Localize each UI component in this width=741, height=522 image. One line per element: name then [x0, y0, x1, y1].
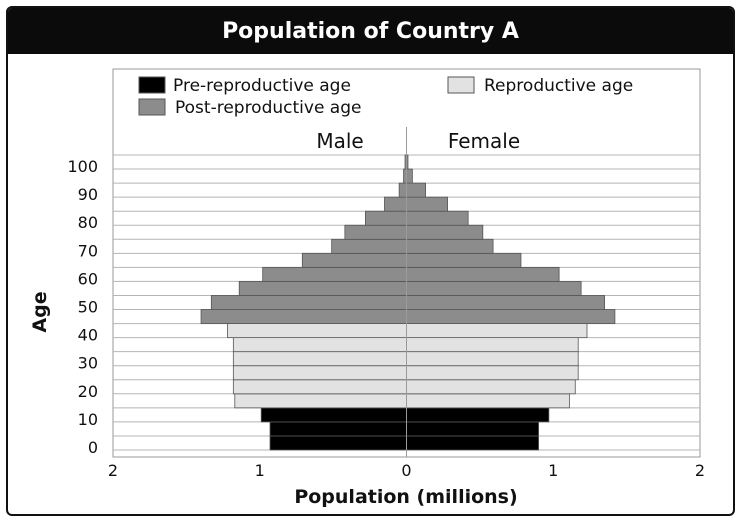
legend-swatch-pre — [138, 76, 166, 94]
y-tick-label: 70 — [78, 241, 98, 260]
bar-male-25-29 — [232, 365, 407, 381]
bar-male-75-79 — [344, 224, 407, 240]
bar-female-40-44 — [406, 323, 588, 339]
bar-male-45-49 — [200, 309, 407, 324]
bar-male-60-64 — [262, 266, 407, 282]
bar-male-80-84 — [365, 210, 407, 226]
bar-female-60-64 — [406, 266, 560, 282]
bar-female-95-99 — [406, 168, 413, 184]
y-tick-labels: 0 10 20 30 40 50 60 70 80 90 100 — [67, 157, 98, 457]
legend: Pre-reproductive age Reproductive age Po… — [138, 76, 633, 118]
bar-male-40-44 — [227, 323, 407, 339]
y-tick-label: 90 — [78, 185, 98, 204]
y-tick-label: 20 — [78, 382, 98, 401]
bar-male-30-34 — [232, 351, 407, 367]
x-tick-label: 1 — [255, 461, 265, 480]
male-label: Male — [316, 129, 363, 153]
bar-male-90-94 — [398, 182, 407, 198]
bars-group — [200, 154, 616, 451]
bar-female-80-84 — [406, 210, 469, 226]
x-tick-label: 1 — [548, 461, 558, 480]
bar-female-70-74 — [406, 238, 494, 254]
bar-female-75-79 — [406, 224, 484, 240]
y-tick-label: 100 — [67, 157, 98, 176]
bar-male-20-24 — [232, 379, 407, 395]
bar-male-0-4 — [269, 435, 407, 451]
y-tick-label: 60 — [78, 269, 98, 288]
bar-male-5-9 — [269, 421, 407, 437]
bar-female-50-54 — [406, 295, 606, 310]
bar-female-0-4 — [406, 435, 539, 451]
bar-female-15-19 — [406, 393, 570, 409]
bar-female-45-49 — [406, 309, 616, 324]
bar-male-35-39 — [232, 337, 407, 353]
y-tick-label: 40 — [78, 326, 98, 345]
bar-male-10-14 — [260, 407, 407, 423]
bar-female-55-59 — [406, 281, 582, 296]
bar-female-35-39 — [406, 337, 579, 353]
y-axis-title: Age — [29, 291, 51, 332]
legend-label-repro: Reproductive age — [484, 76, 633, 96]
bar-male-85-89 — [384, 196, 407, 212]
y-tick-label: 30 — [78, 354, 98, 373]
bar-female-10-14 — [406, 407, 550, 423]
legend-swatch-post — [138, 98, 166, 116]
bar-male-50-54 — [210, 295, 407, 310]
x-tick-label: 2 — [695, 461, 705, 480]
bar-male-15-19 — [234, 393, 407, 409]
x-tick-label: 0 — [401, 461, 411, 480]
bar-female-65-69 — [406, 252, 522, 268]
y-tick-label: 50 — [78, 298, 98, 317]
legend-label-post: Post-reproductive age — [175, 98, 361, 118]
bar-female-5-9 — [406, 421, 539, 437]
legend-swatch-repro — [447, 76, 475, 94]
bar-female-30-34 — [406, 351, 579, 367]
y-tick-label: 10 — [78, 410, 98, 429]
female-label: Female — [448, 129, 520, 153]
legend-label-pre: Pre-reproductive age — [173, 76, 351, 96]
y-tick-label: 0 — [88, 438, 98, 457]
bar-female-20-24 — [406, 379, 576, 395]
bar-male-55-59 — [238, 281, 407, 296]
bar-female-90-94 — [406, 182, 426, 198]
chart-title: Population of Country A — [8, 8, 733, 54]
x-tick-labels: 2 1 0 1 2 — [108, 461, 705, 480]
bar-male-70-74 — [331, 238, 407, 254]
bar-female-25-29 — [406, 365, 579, 381]
bar-male-65-69 — [301, 252, 407, 268]
x-axis-title: Population (millions) — [294, 486, 517, 508]
x-tick-label: 2 — [108, 461, 118, 480]
bar-female-85-89 — [406, 196, 448, 212]
y-tick-label: 80 — [78, 213, 98, 232]
